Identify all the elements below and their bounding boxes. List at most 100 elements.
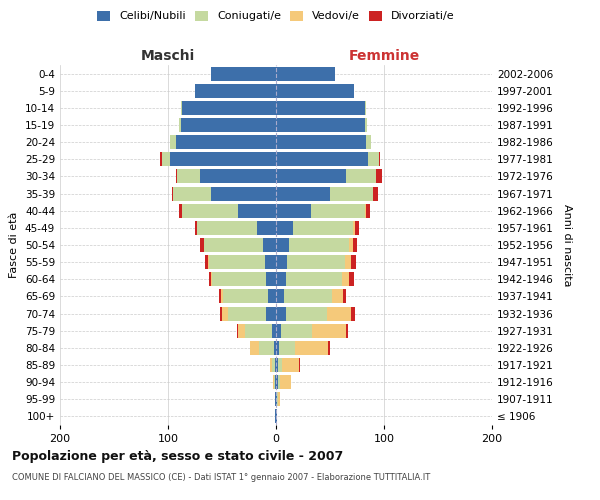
Bar xyxy=(276,392,277,406)
Bar xyxy=(278,375,280,389)
Bar xyxy=(257,221,276,235)
Bar xyxy=(238,204,276,218)
Bar xyxy=(350,255,356,269)
Bar xyxy=(346,170,376,183)
Bar xyxy=(274,341,276,355)
Bar xyxy=(222,306,229,320)
Bar xyxy=(276,221,293,235)
Bar xyxy=(197,221,257,235)
Bar xyxy=(172,186,173,200)
Bar xyxy=(353,238,357,252)
Bar xyxy=(238,324,245,338)
Bar xyxy=(332,290,343,304)
Bar xyxy=(275,358,276,372)
Bar xyxy=(170,135,176,149)
Bar xyxy=(295,341,328,355)
Bar xyxy=(265,255,276,269)
Bar xyxy=(284,290,332,304)
Bar xyxy=(365,118,367,132)
Bar xyxy=(209,272,211,286)
Text: COMUNE DI FALCIANO DEL MASSICO (CE) - Dati ISTAT 1° gennaio 2007 - Elaborazione : COMUNE DI FALCIANO DEL MASSICO (CE) - Da… xyxy=(12,472,430,482)
Bar xyxy=(276,306,286,320)
Bar xyxy=(181,101,182,115)
Bar xyxy=(211,66,276,80)
Bar xyxy=(276,272,286,286)
Legend: Celibi/Nubili, Coniugati/e, Vedovi/e, Divorziati/e: Celibi/Nubili, Coniugati/e, Vedovi/e, Di… xyxy=(97,10,455,22)
Bar xyxy=(200,170,276,183)
Bar xyxy=(365,135,371,149)
Bar xyxy=(176,135,276,149)
Text: Popolazione per età, sesso e stato civile - 2007: Popolazione per età, sesso e stato civil… xyxy=(12,450,343,463)
Bar xyxy=(279,341,295,355)
Bar xyxy=(328,341,330,355)
Bar xyxy=(274,375,275,389)
Bar xyxy=(266,306,276,320)
Bar xyxy=(211,272,212,286)
Bar xyxy=(203,238,263,252)
Bar xyxy=(330,186,373,200)
Bar xyxy=(276,410,277,424)
Bar xyxy=(205,255,208,269)
Bar xyxy=(259,341,274,355)
Bar xyxy=(200,238,203,252)
Bar xyxy=(379,152,380,166)
Bar xyxy=(223,290,268,304)
Text: Maschi: Maschi xyxy=(141,50,195,64)
Bar xyxy=(276,358,278,372)
Bar xyxy=(245,324,272,338)
Bar xyxy=(221,290,223,304)
Bar xyxy=(280,375,291,389)
Bar xyxy=(345,255,350,269)
Bar xyxy=(212,272,266,286)
Bar xyxy=(276,255,287,269)
Bar xyxy=(350,306,355,320)
Bar xyxy=(349,238,353,252)
Bar xyxy=(170,152,276,166)
Bar xyxy=(276,375,278,389)
Bar xyxy=(299,358,300,372)
Bar xyxy=(209,255,265,269)
Bar xyxy=(276,66,335,80)
Bar xyxy=(161,152,170,166)
Bar xyxy=(286,272,342,286)
Bar xyxy=(276,84,354,98)
Bar xyxy=(286,306,327,320)
Bar xyxy=(275,392,276,406)
Bar xyxy=(208,255,209,269)
Bar xyxy=(272,358,275,372)
Bar xyxy=(368,152,379,166)
Bar xyxy=(275,410,276,424)
Bar xyxy=(311,324,346,338)
Bar xyxy=(376,170,382,183)
Bar xyxy=(211,186,276,200)
Text: Femmine: Femmine xyxy=(349,50,419,64)
Y-axis label: Fasce di età: Fasce di età xyxy=(10,212,19,278)
Bar xyxy=(276,170,346,183)
Bar xyxy=(237,324,238,338)
Bar xyxy=(276,152,368,166)
Bar xyxy=(179,204,182,218)
Bar xyxy=(276,204,311,218)
Bar xyxy=(349,272,354,286)
Bar xyxy=(287,255,345,269)
Bar xyxy=(365,204,370,218)
Bar xyxy=(229,306,266,320)
Bar xyxy=(219,290,221,304)
Bar xyxy=(289,238,349,252)
Bar xyxy=(195,84,276,98)
Bar xyxy=(273,375,274,389)
Bar xyxy=(176,170,200,183)
Bar xyxy=(293,221,353,235)
Y-axis label: Anni di nascita: Anni di nascita xyxy=(562,204,572,286)
Bar xyxy=(353,221,355,235)
Bar xyxy=(278,392,280,406)
Bar xyxy=(342,272,349,286)
Bar xyxy=(220,306,222,320)
Bar xyxy=(276,186,330,200)
Bar xyxy=(181,118,276,132)
Bar xyxy=(281,324,311,338)
Bar xyxy=(346,324,349,338)
Bar xyxy=(327,306,350,320)
Bar xyxy=(276,324,281,338)
Bar xyxy=(311,204,365,218)
